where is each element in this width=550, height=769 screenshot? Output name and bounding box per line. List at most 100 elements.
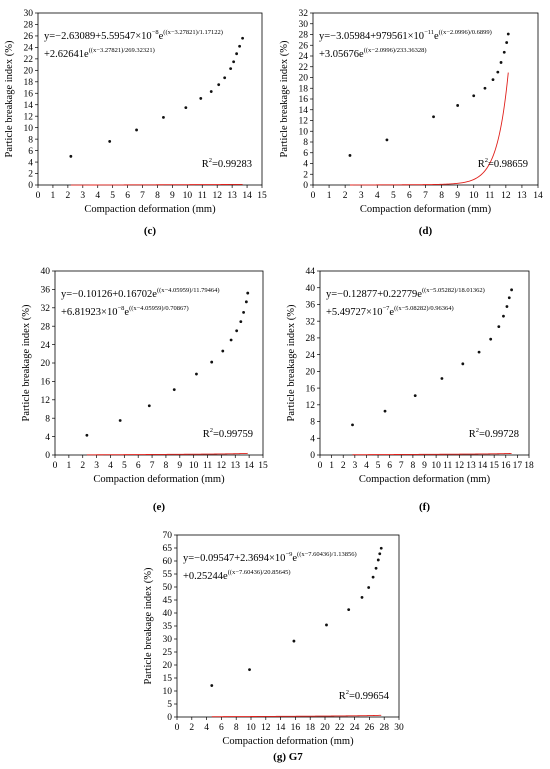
data-point <box>376 558 380 562</box>
fit-equation-line2: +3.05676e((x−2.0996)/233.36328) <box>319 47 427 60</box>
y-tick-label: 40 <box>41 267 51 277</box>
x-tick-label: 0 <box>36 191 41 201</box>
x-tick-label: 4 <box>95 191 100 201</box>
x-tick-label: 4 <box>375 191 380 201</box>
y-tick-label: 14 <box>299 106 309 116</box>
fit-equation-line1: y=−2.63089+5.59547×10−8e((x−3.27821)/1.1… <box>44 29 223 42</box>
y-tick-label: 65 <box>163 544 173 554</box>
data-point <box>502 50 506 54</box>
y-tick-label: 32 <box>299 9 309 19</box>
data-point <box>472 94 476 98</box>
x-tick-label: 12 <box>212 191 222 201</box>
r-squared-label: R2=0.99728 <box>469 427 519 440</box>
y-tick-label: 18 <box>299 84 309 94</box>
data-point <box>440 377 444 380</box>
data-point <box>210 360 214 364</box>
data-point <box>502 314 505 318</box>
data-point <box>223 76 227 80</box>
y-tick-label: 4 <box>28 158 33 168</box>
panel-caption: (c) <box>144 225 157 237</box>
y-tick-label: 55 <box>163 570 173 580</box>
x-tick-label: 2 <box>65 191 70 201</box>
x-tick-label: 5 <box>122 461 127 471</box>
y-tick-label: 20 <box>163 661 173 671</box>
data-point <box>383 409 387 413</box>
y-tick-label: 36 <box>41 286 51 296</box>
data-point <box>217 83 221 87</box>
x-tick-label: 7 <box>423 191 428 201</box>
y-tick-label: 2 <box>28 170 33 180</box>
x-tick-label: 7 <box>399 461 404 471</box>
data-point <box>229 338 233 342</box>
x-tick-label: 14 <box>533 191 543 201</box>
chart-panel-d: 0 1 2 3 4 5 6 7 8 9 10 11 12 13 1402468101214161820222… <box>279 9 543 237</box>
data-point <box>172 388 176 392</box>
x-tick-label: 11 <box>485 191 494 201</box>
data-point <box>489 337 493 341</box>
data-point <box>413 394 417 398</box>
y-tick-label: 8 <box>310 418 315 428</box>
y-tick-label: 20 <box>299 74 309 84</box>
data-point <box>347 608 351 612</box>
data-point <box>505 41 509 44</box>
data-point <box>232 60 236 64</box>
y-tick-label: 32 <box>41 304 51 314</box>
x-tick-label: 14 <box>276 723 286 733</box>
data-point <box>229 67 233 71</box>
r-squared-label: R2=0.99759 <box>203 427 253 440</box>
data-point <box>348 154 352 157</box>
data-point <box>360 596 364 599</box>
data-point <box>374 566 378 570</box>
y-tick-label: 40 <box>306 284 316 294</box>
x-tick-label: 0 <box>311 191 316 201</box>
data-point <box>497 325 501 329</box>
y-tick-label: 24 <box>41 341 51 351</box>
data-point <box>507 296 511 300</box>
x-tick-label: 6 <box>125 191 130 201</box>
x-tick-label: 4 <box>364 461 369 471</box>
y-axis-label: Particle breakage index (%) <box>4 40 15 157</box>
x-tick-label: 12 <box>501 191 511 201</box>
panel-caption: (g) G7 <box>273 751 303 763</box>
y-tick-label: 18 <box>24 78 34 88</box>
data-point <box>483 86 487 90</box>
data-point <box>491 78 495 82</box>
y-tick-label: 10 <box>163 687 173 697</box>
x-tick-label: 6 <box>136 461 141 471</box>
x-tick-label: 1 <box>327 191 332 201</box>
y-tick-label: 16 <box>24 89 34 99</box>
x-tick-label: 7 <box>140 191 145 201</box>
x-tick-label: 6 <box>407 191 412 201</box>
x-tick-label: 8 <box>164 461 169 471</box>
fit-curve <box>86 452 248 456</box>
x-tick-label: 13 <box>517 191 527 201</box>
data-point <box>147 404 151 408</box>
x-tick-label: 15 <box>258 461 268 471</box>
data-point <box>69 154 73 158</box>
y-tick-label: 10 <box>24 124 34 134</box>
data-point <box>235 329 239 333</box>
x-tick-label: 20 <box>320 723 330 733</box>
y-tick-label: 22 <box>299 63 309 73</box>
y-tick-label: 30 <box>299 20 309 30</box>
data-point <box>241 36 244 40</box>
y-tick-label: 8 <box>303 138 308 148</box>
y-tick-label: 10 <box>299 127 309 137</box>
fit-curve <box>352 452 512 456</box>
x-tick-label: 9 <box>177 461 182 471</box>
x-tick-label: 13 <box>466 461 476 471</box>
x-axis-label: Compaction deformation (mm) <box>360 204 492 215</box>
data-point <box>496 70 500 74</box>
chart-panel-c: 0 1 2 3 4 5 6 7 8 9 10 11 12 13 14 15024681012141618202… <box>4 9 267 237</box>
x-tick-label: 0 <box>53 461 58 471</box>
data-point <box>385 138 389 142</box>
x-axis-label: Compaction deformation (mm) <box>222 736 354 747</box>
fit-curve <box>349 72 509 186</box>
r-squared-label: R2=0.98659 <box>478 157 528 170</box>
data-point <box>209 90 213 93</box>
data-point <box>292 639 296 643</box>
x-tick-label: 5 <box>110 191 115 201</box>
x-tick-label: 8 <box>155 191 160 201</box>
y-tick-label: 6 <box>303 149 308 159</box>
